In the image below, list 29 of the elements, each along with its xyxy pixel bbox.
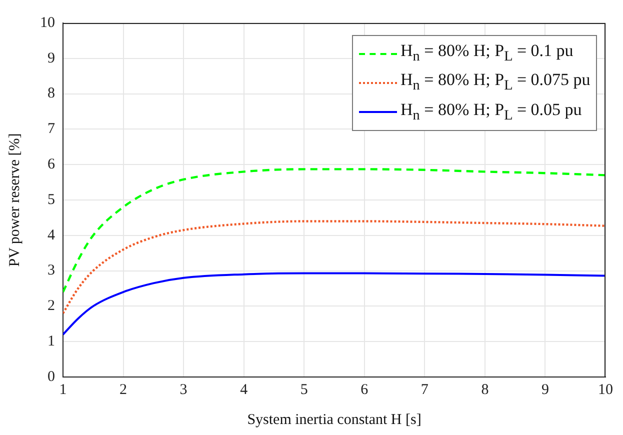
y-tick-label: 6	[48, 156, 56, 173]
line-series	[63, 168, 606, 294]
legend-label: H$_{n}$ = 80% H; P$_{L}$ = 0.1 pu	[400, 40, 574, 66]
x-tick-label: 1	[59, 382, 67, 398]
y-tick-label: 2	[48, 298, 55, 314]
x-tick-label: 10	[598, 382, 613, 398]
x-tick-label: 6	[360, 382, 369, 398]
y-tick-label: 1	[48, 334, 55, 350]
line-series	[63, 220, 606, 314]
y-tick-label: 7	[48, 121, 56, 138]
y-tick-label: 5	[48, 192, 55, 208]
y-tick-label: 10	[40, 14, 55, 31]
x-tick-label: 3	[180, 382, 188, 398]
x-tick-label: 8	[481, 382, 489, 398]
y-tick-label: 0	[48, 368, 55, 385]
y-tick-label: 8	[48, 86, 55, 102]
y-tick-label: 3	[48, 262, 55, 279]
line-series	[63, 272, 606, 336]
x-tick-label: 9	[541, 382, 549, 398]
legend-label: H$_{n}$ = 80% H; P$_{L}$ = 0.075 pu	[400, 69, 590, 96]
x-axis-title: System inertia constant H [s]	[247, 412, 422, 428]
y-axis-title: PV power reserve [%]	[6, 133, 23, 267]
x-tick-label: 4	[240, 382, 248, 398]
x-tick-label: 5	[300, 382, 308, 398]
y-tick-label: 9	[48, 50, 55, 66]
x-tick-label: 2	[120, 382, 128, 398]
x-tick-label: 7	[420, 382, 429, 398]
y-tick-label: 4	[48, 227, 56, 244]
legend-label: H$_{n}$ = 80% H; P$_{L}$ = 0.05 pu	[400, 98, 582, 126]
